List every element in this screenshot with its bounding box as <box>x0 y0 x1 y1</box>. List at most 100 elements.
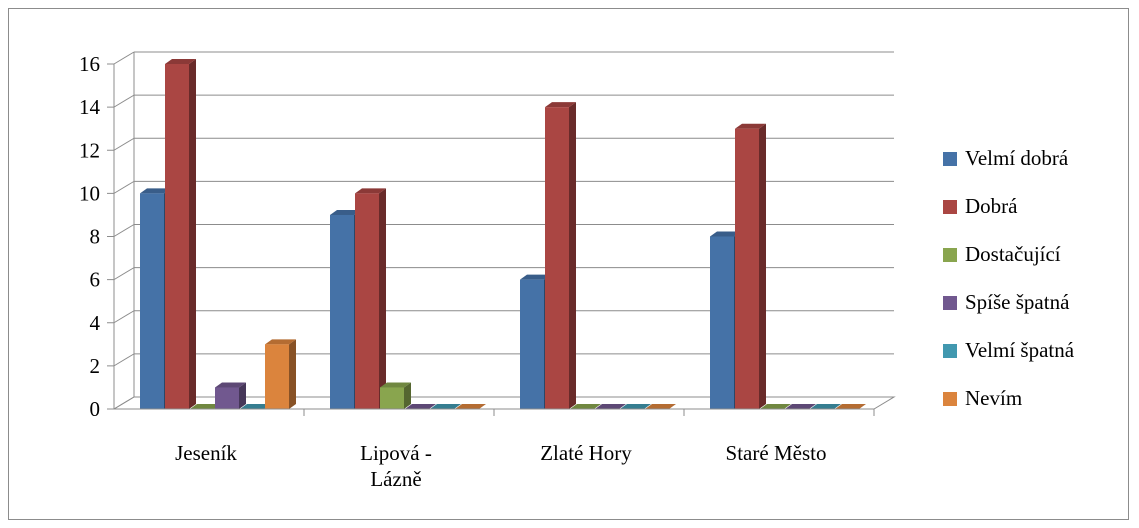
y-tick-label: 6 <box>90 268 101 292</box>
bar-front <box>140 193 164 409</box>
bar <box>570 404 601 409</box>
legend-swatch <box>943 344 957 358</box>
x-tick-label: Lázně <box>370 467 421 491</box>
legend-item: Velmí špatná <box>943 338 1075 362</box>
legend-label: Velmí špatná <box>965 338 1075 362</box>
bar-side <box>379 188 386 409</box>
x-tick-label: Staré Město <box>726 441 827 465</box>
bar-top <box>735 123 766 129</box>
legend-label: Dostačující <box>965 242 1061 266</box>
x-tick-label: Jeseník <box>175 441 237 465</box>
bar <box>595 404 626 409</box>
bar-top <box>760 404 791 409</box>
bar <box>165 59 196 409</box>
bar-front <box>215 387 239 409</box>
bar-front <box>380 387 404 409</box>
gridline-depth <box>113 137 135 151</box>
bar <box>455 404 486 409</box>
bar-top <box>520 274 551 280</box>
bar-front <box>545 107 569 409</box>
legend-item: Dobrá <box>943 194 1018 218</box>
bar <box>785 404 816 409</box>
bar-top <box>595 404 626 409</box>
bar-top <box>570 404 601 409</box>
bar <box>265 339 296 409</box>
gridline-depth <box>113 310 135 324</box>
bar-top <box>165 59 196 64</box>
bar <box>545 102 576 409</box>
bar-front <box>265 344 289 409</box>
bar-side <box>569 102 576 409</box>
bar-side <box>404 382 411 409</box>
bar <box>240 404 271 409</box>
legend-item: Spíše špatná <box>943 290 1070 314</box>
bar-top <box>190 404 221 409</box>
bar-top <box>140 188 171 194</box>
bar-side <box>189 59 196 409</box>
legend-label: Spíše špatná <box>965 290 1070 314</box>
bar-side <box>289 339 296 409</box>
x-tick-label: Zlaté Hory <box>540 441 632 465</box>
legend-label: Velmí dobrá <box>965 146 1069 170</box>
bar-top <box>355 188 386 194</box>
legend-item: Velmí dobrá <box>943 146 1069 170</box>
legend-swatch <box>943 200 957 214</box>
bar-top <box>620 404 651 409</box>
bar <box>215 382 246 409</box>
gridline-depth <box>113 267 135 281</box>
legend-label: Dobrá <box>965 194 1018 218</box>
bar <box>835 404 866 409</box>
bar-layer <box>140 59 866 409</box>
bar-front <box>165 64 189 409</box>
gridline-depth <box>113 224 135 237</box>
bar <box>355 188 386 409</box>
x-tick-label: Lipová - <box>360 441 432 465</box>
bar <box>405 404 436 409</box>
legend-item: Nevím <box>943 386 1022 410</box>
y-tick-label: 2 <box>90 354 101 378</box>
chart-frame: 0 2 4 6 8 10 12 14 16 Jeseník Lipová - Lázně Zlaté H… <box>8 8 1129 520</box>
bar-top <box>810 404 841 409</box>
legend-swatch <box>943 248 957 262</box>
bar-top <box>215 382 246 388</box>
y-tick-label: 0 <box>90 397 101 421</box>
y-tick-label: 10 <box>79 181 100 205</box>
legend: Velmí dobrá Dobrá Dostačující Spíše špatná V… <box>943 146 1075 410</box>
bar-front <box>520 279 544 409</box>
legend-swatch <box>943 152 957 166</box>
legend-swatch <box>943 392 957 406</box>
bar-top <box>645 404 676 409</box>
bar-top <box>405 404 436 409</box>
bar-front <box>355 193 379 409</box>
bar <box>735 123 766 409</box>
bar-top <box>265 339 296 345</box>
bar <box>620 404 651 409</box>
bar-top <box>455 404 486 409</box>
legend-item: Dostačující <box>943 242 1061 266</box>
grid-layer <box>112 51 896 410</box>
bar-top <box>785 404 816 409</box>
y-tick-label: 14 <box>79 95 101 119</box>
bar-front <box>710 236 734 409</box>
bar-top <box>545 102 576 108</box>
bar-top <box>240 404 271 409</box>
bar-top <box>710 231 741 237</box>
bar-side <box>239 382 246 409</box>
bar <box>190 404 221 409</box>
bar <box>810 404 841 409</box>
gridline-depth <box>113 94 135 108</box>
bar <box>380 382 411 409</box>
bar-front <box>735 128 759 409</box>
bar-side <box>759 123 766 409</box>
gridline-depth <box>113 51 135 65</box>
gridline-depth <box>113 353 135 367</box>
bar-top <box>380 382 411 388</box>
bar-top <box>430 404 461 409</box>
legend-swatch <box>943 296 957 310</box>
y-tick-label: 12 <box>79 138 100 162</box>
gridline-depth <box>113 180 135 194</box>
legend-label: Nevím <box>965 386 1022 410</box>
y-tick-label: 16 <box>79 52 100 76</box>
bar-top <box>330 209 361 215</box>
bar <box>645 404 676 409</box>
